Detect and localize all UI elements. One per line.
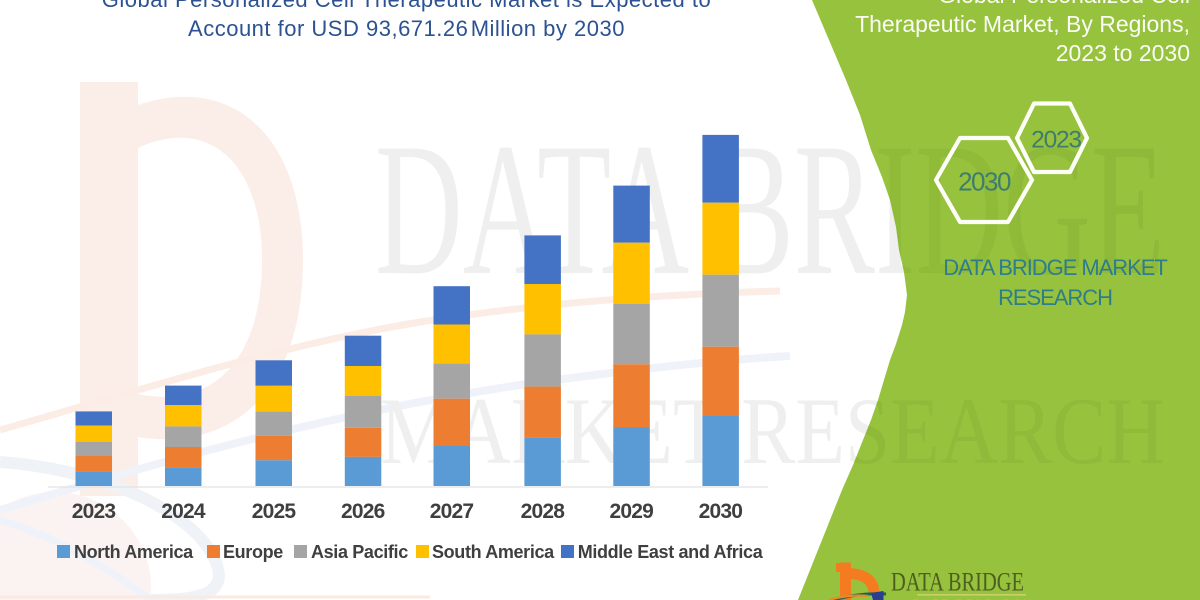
svg-text:MARKET RESEARCH: MARKET RESEARCH <box>892 598 1033 600</box>
svg-text:2023: 2023 <box>1031 127 1081 154</box>
svg-text:2030: 2030 <box>958 167 1011 197</box>
svg-text:DATA BRIDGE: DATA BRIDGE <box>891 568 1024 597</box>
